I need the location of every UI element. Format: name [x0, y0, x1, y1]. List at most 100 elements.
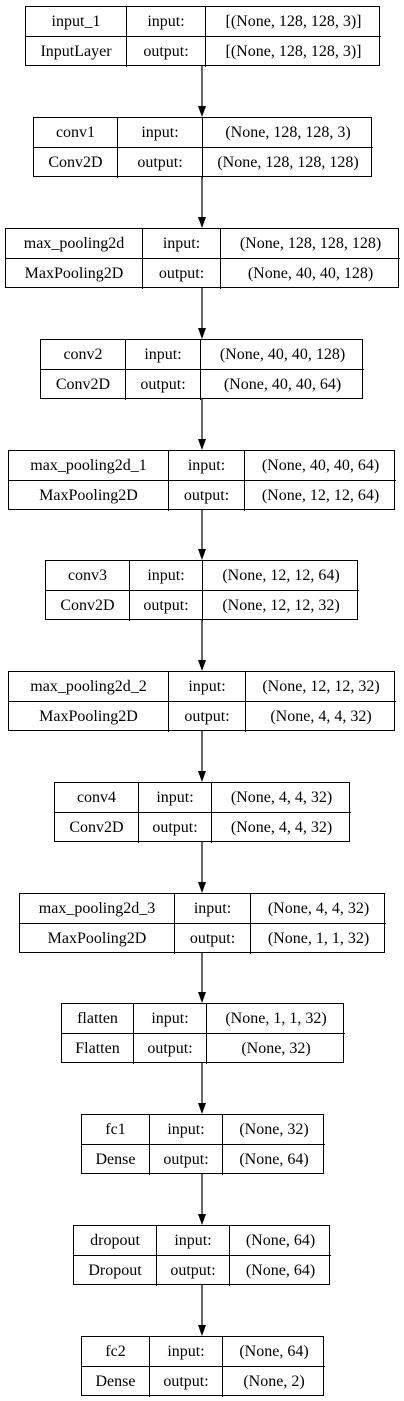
output-shape: (None, 1, 1, 32): [267, 930, 370, 947]
edge-flatten-to-fc1: [198, 1063, 206, 1114]
layer-name: max_pooling2d_1: [9, 451, 169, 481]
layer-name: fc1: [82, 1115, 150, 1145]
arrowhead-icon: [198, 106, 206, 117]
input-label: input:: [157, 1226, 230, 1256]
edge-conv4-to-max_pooling2d_3: [198, 842, 206, 893]
input-label: input:: [130, 561, 203, 591]
edge-conv1-to-max_pooling2d: [198, 177, 206, 228]
input-shape: (None, 4, 4, 32): [251, 894, 386, 924]
layer-type: InputLayer: [26, 37, 127, 67]
output-label: output:: [169, 481, 245, 511]
layer-type: Conv2D: [46, 591, 130, 621]
input-label: input:: [169, 451, 245, 481]
arrowhead-icon: [198, 1214, 206, 1225]
layer-name: conv4: [55, 783, 139, 813]
edge-fc1-to-dropout: [198, 1174, 206, 1225]
layer-name: max_pooling2d: [6, 229, 143, 259]
arrowhead-icon: [198, 992, 206, 1003]
layer-node-max_pooling2d_2: max_pooling2d_2 input: (None, 12, 12, 32) M…: [8, 671, 396, 732]
arrowhead-icon: [198, 660, 206, 671]
output-label: output:: [118, 148, 203, 178]
input-shape: (None, 128, 128, 3): [203, 118, 373, 148]
output-shape: (None, 40, 40, 128): [247, 265, 374, 282]
layer-node-flatten: flatten input: (None, 1, 1, 32) Flatten outp…: [61, 1003, 345, 1064]
arrowhead-icon: [198, 1103, 206, 1114]
output-label: output:: [127, 37, 206, 67]
layer-node-max_pooling2d: max_pooling2d input: (None, 128, 128, 128)…: [5, 228, 400, 289]
input-shape: (None, 40, 40, 128): [201, 340, 364, 370]
edge-conv2-to-max_pooling2d_1: [198, 399, 206, 450]
input-shape: (None, 12, 12, 32): [246, 672, 396, 702]
layer-type: MaxPooling2D: [9, 702, 169, 732]
edge-max_pooling2d-to-conv2: [198, 288, 206, 339]
layer-name: conv3: [46, 561, 130, 591]
output-label: output:: [134, 1034, 207, 1064]
output-label: output:: [175, 924, 251, 954]
edge-max_pooling2d_3-to-flatten: [198, 953, 206, 1003]
output-shape: (None, 12, 12, 64): [261, 487, 380, 504]
input-label: input:: [126, 340, 201, 370]
layer-name: fc2: [82, 1337, 150, 1367]
input-label: input:: [118, 118, 203, 148]
layer-type: Conv2D: [41, 370, 126, 400]
input-shape: (None, 1, 1, 32): [207, 1004, 345, 1034]
output-shape: (None, 2): [243, 1373, 305, 1390]
arrowhead-icon: [198, 328, 206, 339]
edge-max_pooling2d_2-to-conv4: [198, 731, 206, 782]
output-label: output:: [169, 702, 246, 732]
output-shape: (None, 64): [239, 1151, 309, 1168]
output-shape: (None, 64): [245, 1262, 316, 1279]
layer-type: MaxPooling2D: [6, 259, 143, 289]
input-shape: (None, 64): [223, 1337, 325, 1367]
edge-input_1-to-conv1: [198, 66, 206, 117]
input-label: input:: [127, 7, 206, 37]
arrowhead-icon: [198, 1325, 206, 1336]
layer-node-fc1: fc1 input: (None, 32) Dense output: (None, 64…: [81, 1114, 325, 1175]
output-label: output:: [150, 1145, 223, 1175]
layer-node-conv1: conv1 input: (None, 128, 128, 3) Conv2D outp…: [33, 117, 373, 178]
output-label: output:: [143, 259, 221, 289]
output-shape: (None, 128, 128, 128): [217, 154, 359, 171]
layer-type: Dense: [82, 1367, 150, 1397]
input-shape: [(None, 128, 128, 3)]: [206, 7, 381, 37]
input-shape: (None, 64): [230, 1226, 331, 1256]
output-label: output:: [157, 1256, 230, 1286]
layer-type: Dense: [82, 1145, 150, 1175]
output-shape: (None, 4, 4, 32): [270, 708, 372, 725]
layer-node-max_pooling2d_3: max_pooling2d_3 input: (None, 4, 4, 32) Max…: [19, 893, 386, 954]
layer-node-dropout: dropout input: (None, 64) Dropout output: (No…: [73, 1225, 331, 1286]
output-shape: [(None, 128, 128, 3)]: [225, 43, 362, 60]
arrowhead-icon: [198, 549, 206, 560]
layer-node-max_pooling2d_1: max_pooling2d_1 input: (None, 40, 40, 64) M…: [8, 450, 396, 511]
output-shape: (None, 40, 40, 64): [223, 376, 342, 393]
arrowhead-icon: [198, 882, 206, 893]
layer-name: conv2: [41, 340, 126, 370]
edge-max_pooling2d_1-to-conv3: [198, 510, 206, 560]
input-shape: (None, 12, 12, 64): [203, 561, 359, 591]
edge-dropout-to-fc2: [198, 1285, 206, 1336]
layer-node-fc2: fc2 input: (None, 64) Dense output: (None, 2): [81, 1336, 325, 1397]
output-shape: (None, 32): [241, 1040, 311, 1057]
layer-name: dropout: [74, 1226, 157, 1256]
layer-name: input_1: [26, 7, 127, 37]
input-label: input:: [169, 672, 246, 702]
edge-conv3-to-max_pooling2d_2: [198, 620, 206, 671]
input-label: input:: [143, 229, 221, 259]
layer-name: flatten: [62, 1004, 134, 1034]
layer-node-conv3: conv3 input: (None, 12, 12, 64) Conv2D outpu…: [45, 560, 359, 621]
layer-type: Flatten: [62, 1034, 134, 1064]
layer-type: Conv2D: [55, 813, 139, 843]
input-label: input:: [175, 894, 251, 924]
layer-name: max_pooling2d_3: [20, 894, 175, 924]
layer-type: Conv2D: [34, 148, 118, 178]
layer-node-conv2: conv2 input: (None, 40, 40, 128) Conv2D outp…: [40, 339, 364, 400]
layer-type: Dropout: [74, 1256, 157, 1286]
layer-name: max_pooling2d_2: [9, 672, 169, 702]
output-label: output:: [130, 591, 203, 621]
layer-name: conv1: [34, 118, 118, 148]
output-label: output:: [139, 813, 212, 843]
input-shape: (None, 4, 4, 32): [212, 783, 351, 813]
layer-node-input_1: input_1 input: [(None, 128, 128, 3)] InputL…: [25, 6, 381, 67]
output-shape: (None, 12, 12, 32): [222, 597, 340, 614]
